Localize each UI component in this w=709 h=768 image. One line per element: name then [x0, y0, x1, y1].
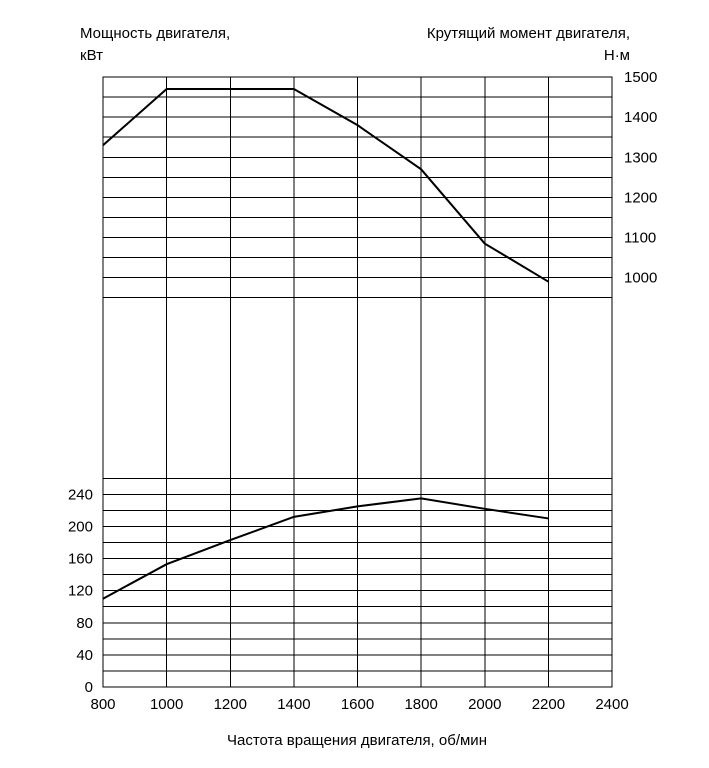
x-tick: 1600 [341, 696, 374, 713]
right-tick: 1200 [624, 189, 657, 206]
left-axis-title-2: кВт [80, 47, 103, 64]
x-tick: 1800 [404, 696, 437, 713]
left-tick: 0 [85, 679, 93, 696]
left-tick: 80 [76, 615, 93, 632]
left-tick: 40 [76, 647, 93, 664]
power-curve [103, 498, 548, 598]
x-tick: 1000 [150, 696, 183, 713]
x-tick: 2400 [595, 696, 628, 713]
left-tick: 120 [68, 583, 93, 600]
left-axis-title-1: Мощность двигателя, [80, 25, 230, 42]
engine-curve-chart: Мощность двигателя, кВт Крутящий момент … [0, 0, 709, 768]
x-tick: 1200 [214, 696, 247, 713]
torque-curve [103, 89, 548, 282]
x-tick: 2200 [532, 696, 565, 713]
x-tick: 1400 [277, 696, 310, 713]
right-tick-labels: 1000 1100 1200 1300 1400 1500 [624, 69, 657, 287]
left-tick: 200 [68, 518, 93, 535]
left-tick-labels: 0 40 80 120 160 200 240 [68, 486, 93, 696]
x-tick-labels: 800 1000 1200 1400 1600 1800 2000 2200 2400 [90, 696, 628, 713]
right-tick: 1300 [624, 149, 657, 166]
x-tick: 2000 [468, 696, 501, 713]
right-tick: 1400 [624, 109, 657, 126]
right-tick: 1100 [624, 230, 656, 247]
right-axis-title-2: Н·м [604, 47, 630, 64]
x-tick: 800 [90, 696, 115, 713]
grid-vertical [103, 77, 612, 687]
x-axis-title: Частота вращения двигателя, об/мин [227, 732, 487, 749]
left-tick: 160 [68, 551, 93, 568]
right-tick: 1500 [624, 69, 657, 86]
chart-svg: Мощность двигателя, кВт Крутящий момент … [0, 0, 709, 768]
right-tick: 1000 [624, 270, 657, 287]
left-tick: 240 [68, 486, 93, 503]
right-axis-title-1: Крутящий момент двигателя, [427, 25, 630, 42]
